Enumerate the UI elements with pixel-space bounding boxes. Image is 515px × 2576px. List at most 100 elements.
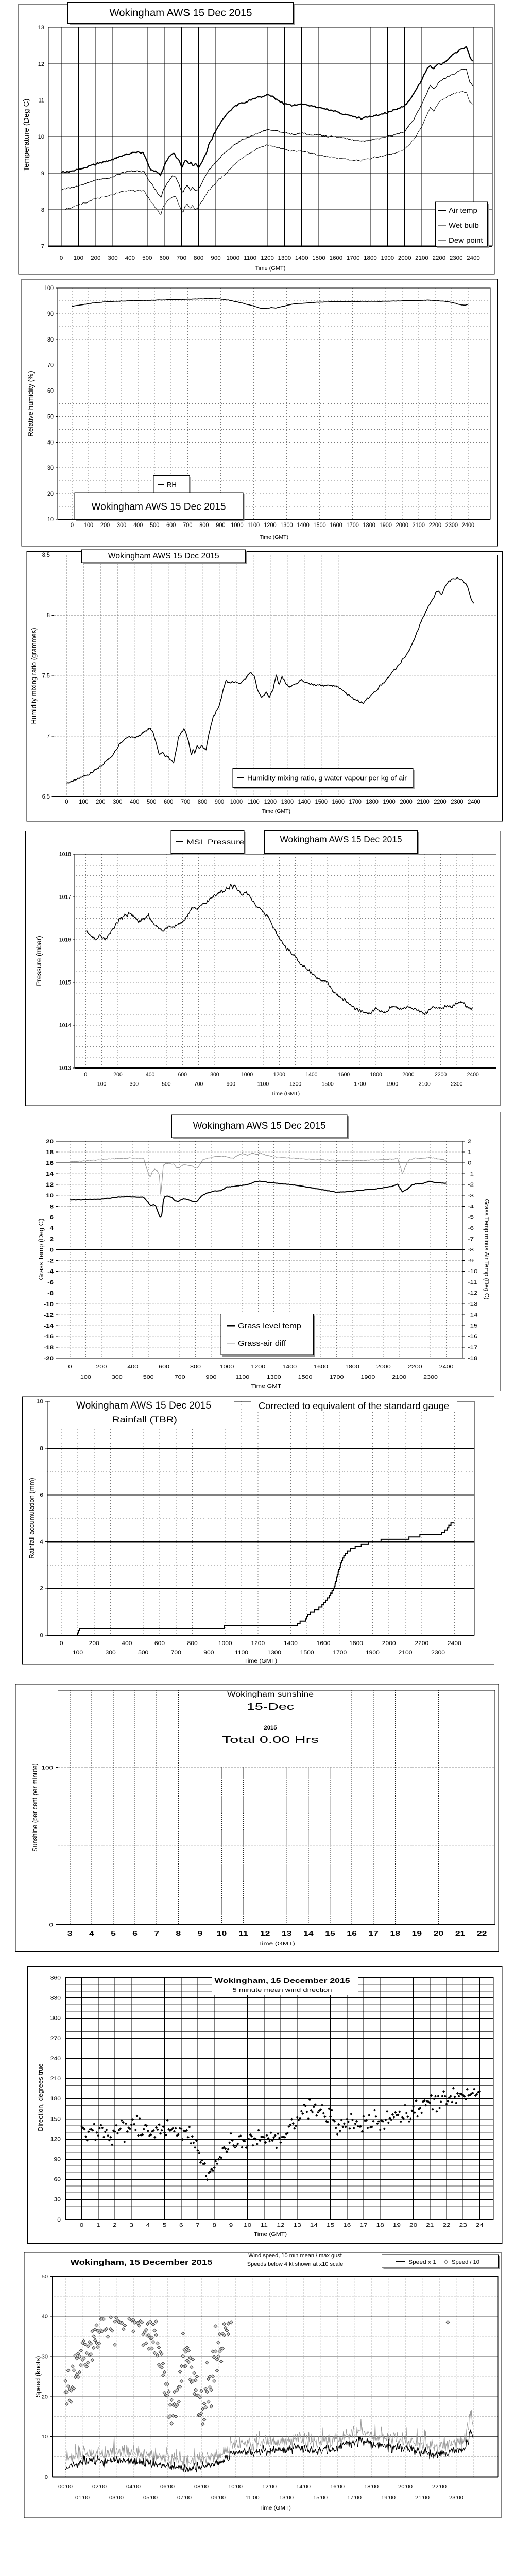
svg-text:17: 17 bbox=[359, 2222, 367, 2228]
svg-text:Speeds below 4 kt shown at x10: Speeds below 4 kt shown at x10 scale bbox=[247, 2261, 344, 2267]
svg-text:50: 50 bbox=[47, 413, 54, 420]
svg-text:1600: 1600 bbox=[330, 522, 342, 529]
svg-text:300: 300 bbox=[50, 2015, 61, 2022]
svg-text:1700: 1700 bbox=[347, 522, 359, 529]
svg-text:200: 200 bbox=[113, 1072, 122, 1078]
svg-text:14:00: 14:00 bbox=[296, 2484, 311, 2490]
svg-text:210: 210 bbox=[50, 2076, 61, 2082]
svg-text:6: 6 bbox=[40, 1492, 43, 1498]
svg-text:2: 2 bbox=[113, 2222, 117, 2228]
svg-text:01:00: 01:00 bbox=[75, 2495, 90, 2501]
svg-text:600: 600 bbox=[159, 1364, 169, 1370]
svg-text:3: 3 bbox=[67, 1929, 73, 1937]
svg-text:2000: 2000 bbox=[398, 255, 411, 261]
svg-text:900: 900 bbox=[216, 522, 225, 529]
svg-text:0: 0 bbox=[84, 1072, 87, 1078]
svg-text:0: 0 bbox=[50, 1247, 54, 1253]
svg-text:5 minute mean wind direction: 5 minute mean wind direction bbox=[233, 1987, 332, 1993]
svg-text:-20: -20 bbox=[44, 1355, 54, 1362]
svg-text:1018: 1018 bbox=[59, 852, 71, 858]
svg-text:500: 500 bbox=[162, 1081, 170, 1088]
svg-text:100: 100 bbox=[74, 255, 83, 261]
svg-text:16: 16 bbox=[347, 1929, 357, 1937]
svg-text:-2: -2 bbox=[468, 1182, 474, 1188]
svg-text:900: 900 bbox=[215, 799, 224, 805]
svg-text:400: 400 bbox=[146, 1072, 154, 1078]
svg-text:-2: -2 bbox=[47, 1258, 54, 1264]
svg-text:1015: 1015 bbox=[59, 980, 71, 986]
svg-text:03:00: 03:00 bbox=[109, 2495, 124, 2501]
svg-text:2100: 2100 bbox=[419, 1081, 431, 1088]
svg-text:Direction, degrees true: Direction, degrees true bbox=[37, 2063, 44, 2131]
svg-text:Rainfall (TBR): Rainfall (TBR) bbox=[112, 1415, 177, 1425]
svg-text:600: 600 bbox=[178, 1072, 187, 1078]
svg-text:-14: -14 bbox=[468, 1312, 478, 1318]
svg-text:400: 400 bbox=[122, 1640, 132, 1647]
svg-text:16:00: 16:00 bbox=[330, 2484, 345, 2490]
svg-text:1800: 1800 bbox=[363, 522, 375, 529]
svg-text:16: 16 bbox=[46, 1160, 54, 1166]
svg-text:12: 12 bbox=[46, 1182, 54, 1188]
svg-text:200: 200 bbox=[89, 1640, 99, 1647]
svg-text:18:00: 18:00 bbox=[364, 2484, 379, 2490]
svg-text:RH: RH bbox=[167, 481, 177, 488]
svg-text:1600: 1600 bbox=[330, 255, 343, 261]
svg-text:800: 800 bbox=[198, 799, 207, 805]
svg-text:700: 700 bbox=[181, 799, 190, 805]
svg-text:1200: 1200 bbox=[264, 799, 277, 805]
svg-text:Wokingham AWS 15 Dec 2015: Wokingham AWS 15 Dec 2015 bbox=[108, 552, 219, 561]
svg-text:1016: 1016 bbox=[59, 937, 71, 943]
svg-text:300: 300 bbox=[112, 1375, 123, 1380]
svg-text:2100: 2100 bbox=[392, 1375, 406, 1380]
svg-text:Wokingham AWS 15 Dec 2015: Wokingham AWS 15 Dec 2015 bbox=[76, 1400, 211, 1411]
svg-text:12: 12 bbox=[277, 2222, 284, 2228]
svg-text:Wokingham sunshine: Wokingham sunshine bbox=[227, 1690, 314, 1698]
svg-text:90: 90 bbox=[47, 310, 54, 317]
svg-text:100: 100 bbox=[79, 799, 88, 805]
svg-text:300: 300 bbox=[106, 1650, 116, 1656]
svg-text:4: 4 bbox=[146, 2222, 150, 2228]
svg-text:06:00: 06:00 bbox=[160, 2484, 175, 2490]
svg-text:Speed x 1: Speed x 1 bbox=[408, 2259, 436, 2265]
svg-text:12: 12 bbox=[260, 1929, 270, 1937]
svg-text:1500: 1500 bbox=[313, 522, 325, 529]
svg-text:600: 600 bbox=[154, 1640, 165, 1647]
svg-text:2300: 2300 bbox=[450, 255, 463, 261]
svg-text:Time (GMT): Time (GMT) bbox=[244, 1658, 277, 1664]
svg-text:Time (GMT): Time (GMT) bbox=[260, 534, 288, 540]
svg-text:1800: 1800 bbox=[366, 799, 379, 805]
svg-text:19:00: 19:00 bbox=[381, 2495, 396, 2501]
svg-text:Wokingham AWS 15 Dec 2015: Wokingham AWS 15 Dec 2015 bbox=[193, 1121, 326, 1131]
svg-text:40: 40 bbox=[47, 438, 54, 446]
svg-text:Corrected to equivalent of the: Corrected to equivalent of the standard … bbox=[259, 1401, 449, 1411]
svg-text:Time (GMT): Time (GMT) bbox=[258, 1941, 295, 1947]
svg-text:100: 100 bbox=[42, 1766, 54, 1771]
svg-text:2015: 2015 bbox=[264, 1725, 277, 1731]
svg-text:24: 24 bbox=[476, 2222, 484, 2228]
svg-text:2: 2 bbox=[40, 1586, 43, 1592]
svg-text:270: 270 bbox=[50, 2036, 61, 2042]
svg-text:2400: 2400 bbox=[439, 1364, 454, 1370]
svg-text:Humidity mixing ratio, g water: Humidity mixing ratio, g water vapour pe… bbox=[247, 775, 407, 782]
svg-text:0: 0 bbox=[65, 799, 68, 805]
svg-text:200: 200 bbox=[96, 1364, 107, 1370]
svg-text:1300: 1300 bbox=[280, 522, 293, 529]
svg-text:20: 20 bbox=[434, 1929, 444, 1937]
svg-text:Relative humidity (%): Relative humidity (%) bbox=[27, 371, 35, 437]
svg-text:Wokingham AWS 15 Dec 2015: Wokingham AWS 15 Dec 2015 bbox=[280, 834, 402, 844]
svg-text:800: 800 bbox=[187, 1640, 198, 1647]
svg-text:04:00: 04:00 bbox=[126, 2484, 141, 2490]
svg-text:-16: -16 bbox=[468, 1334, 478, 1340]
svg-text:1400: 1400 bbox=[282, 1364, 297, 1370]
svg-text:1900: 1900 bbox=[380, 522, 392, 529]
svg-text:1400: 1400 bbox=[284, 1640, 298, 1647]
svg-text:2: 2 bbox=[468, 1139, 472, 1145]
svg-text:2100: 2100 bbox=[399, 1650, 413, 1656]
svg-text:2100: 2100 bbox=[417, 799, 429, 805]
svg-text:1200: 1200 bbox=[273, 1072, 285, 1078]
svg-text:800: 800 bbox=[190, 1364, 201, 1370]
svg-text:10: 10 bbox=[217, 1929, 227, 1937]
svg-text:17: 17 bbox=[368, 1929, 379, 1937]
svg-text:1100: 1100 bbox=[258, 1081, 269, 1088]
svg-text:22: 22 bbox=[442, 2222, 450, 2228]
